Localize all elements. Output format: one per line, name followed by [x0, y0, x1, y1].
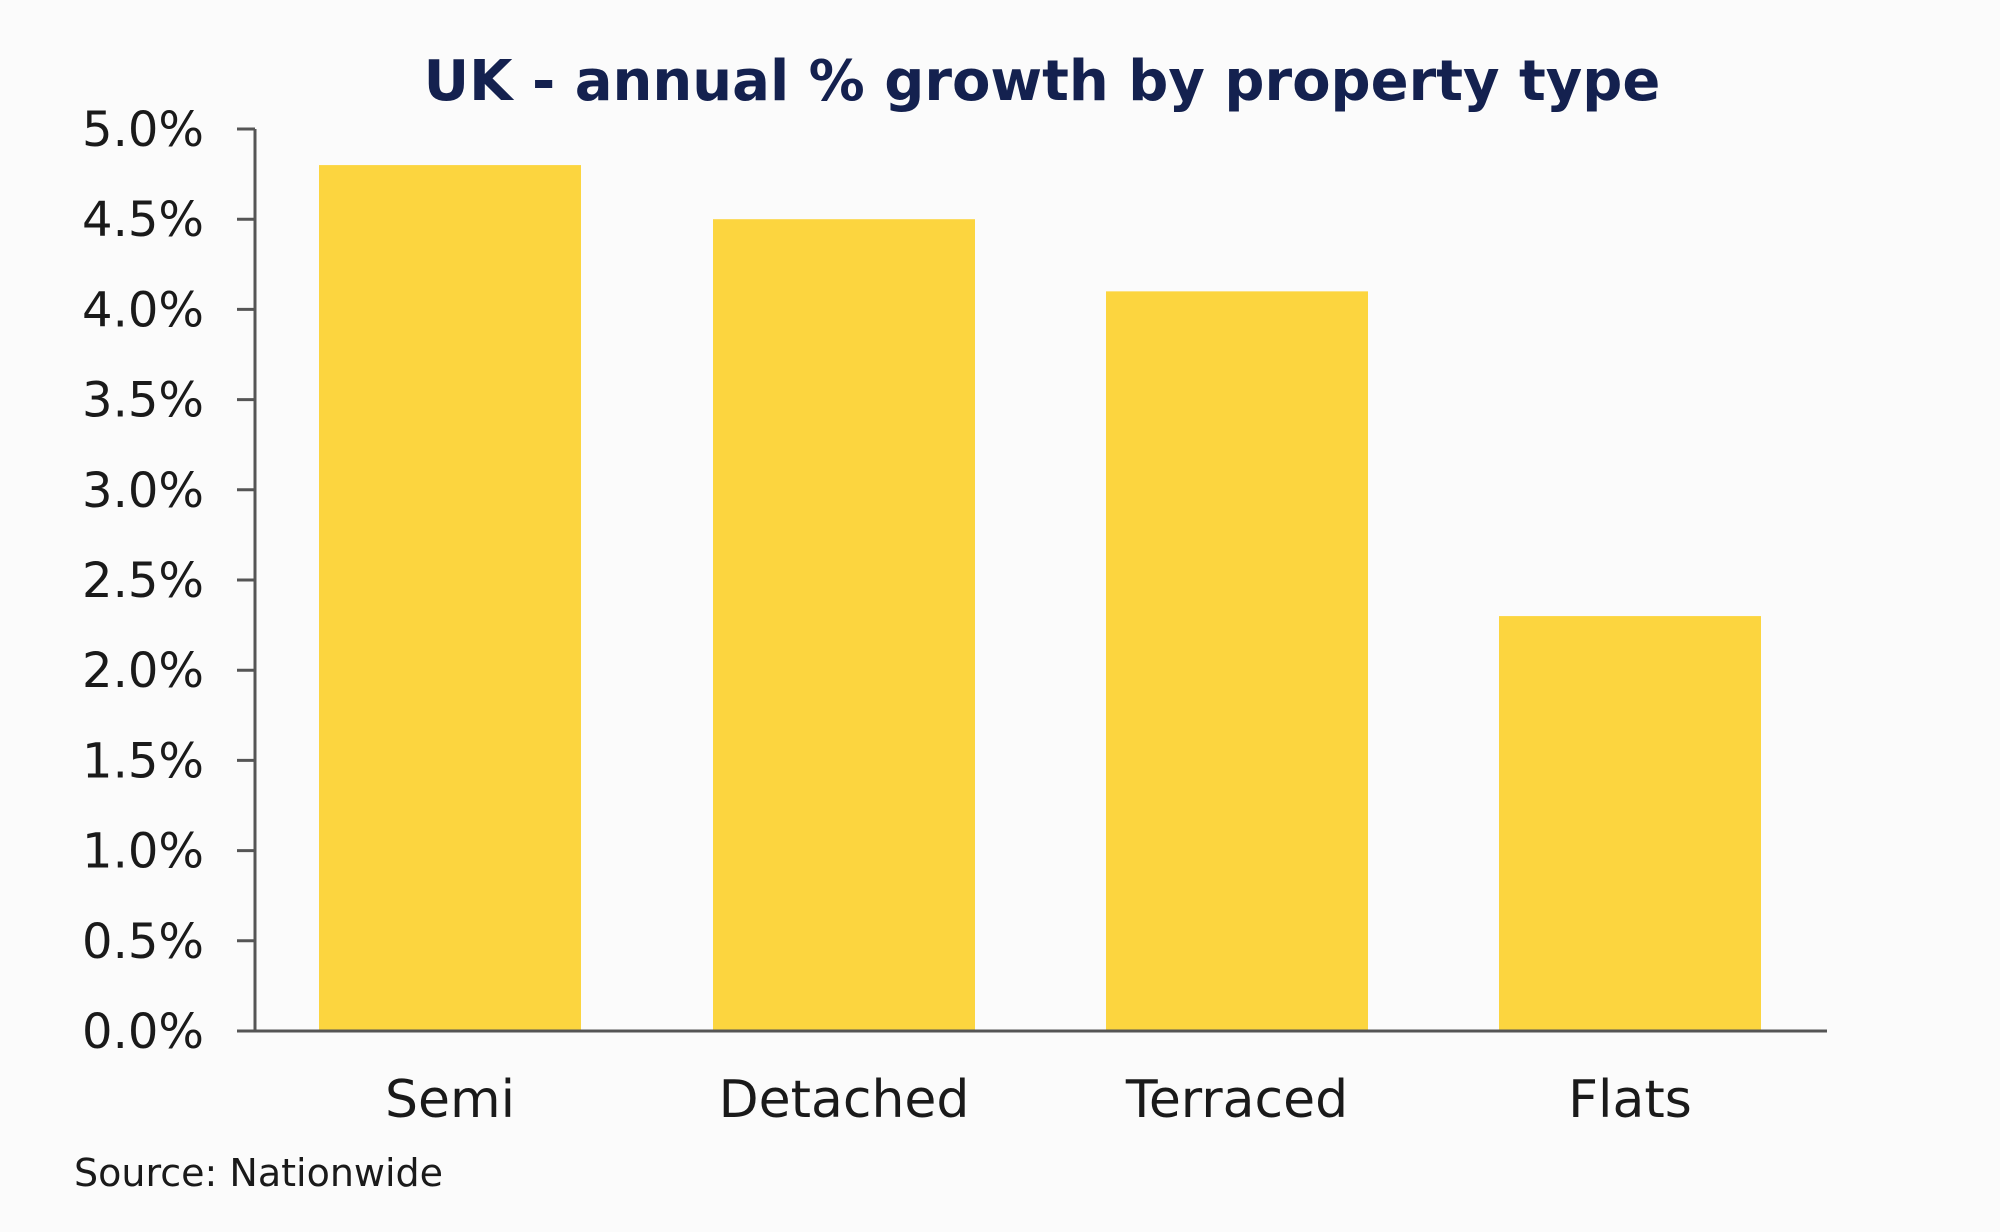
chart-title: UK - annual % growth by property type	[424, 49, 1661, 114]
y-tick-label: 4.5%	[82, 192, 204, 248]
x-category-label: Terraced	[1125, 1070, 1348, 1130]
y-tick-label: 0.5%	[82, 914, 204, 970]
y-tick-label: 5.0%	[82, 102, 204, 158]
y-tick-label: 4.0%	[82, 282, 204, 338]
bar-flats	[1499, 616, 1761, 1031]
y-tick-label: 0.0%	[82, 1004, 204, 1060]
y-tick-label: 2.5%	[82, 553, 204, 609]
y-tick-label: 2.0%	[82, 643, 204, 699]
x-category-label: Detached	[719, 1070, 970, 1130]
y-tick-label: 3.5%	[82, 373, 204, 429]
y-tick-label: 3.0%	[82, 463, 204, 519]
bar-detached	[713, 219, 975, 1031]
bar-semi	[319, 165, 581, 1031]
x-category-label: Flats	[1568, 1070, 1692, 1130]
source-note: Source: Nationwide	[74, 1151, 443, 1195]
y-tick-label: 1.5%	[82, 733, 204, 789]
y-tick-label: 1.0%	[82, 824, 204, 880]
x-category-label: Semi	[385, 1070, 515, 1130]
bar-terraced	[1106, 291, 1368, 1031]
